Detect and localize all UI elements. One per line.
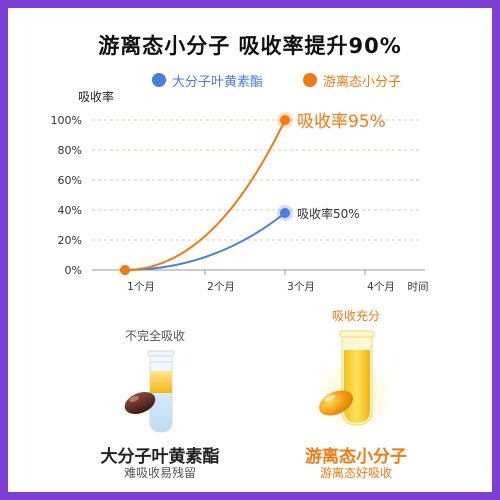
y-tick-label: 60% bbox=[58, 174, 82, 187]
x-tick-label: 3个月 bbox=[287, 281, 315, 293]
y-tick-label: 80% bbox=[58, 144, 82, 157]
left-test-tube-illustration bbox=[124, 350, 175, 433]
legend-label-blue: 大分子叶黄素酯 bbox=[172, 74, 264, 90]
y-tick-label: 40% bbox=[58, 204, 82, 217]
series-lines: 吸收率50% 吸收率95% bbox=[120, 112, 386, 275]
right-test-tube-illustration bbox=[317, 330, 393, 433]
right-title: 游离态小分子 bbox=[305, 447, 407, 467]
series-end-point-0 bbox=[280, 208, 290, 218]
left-title: 大分子叶黄素酯 bbox=[100, 447, 220, 467]
right-top-caption: 吸收充分 bbox=[331, 309, 380, 323]
left-top-caption: 不完全吸收 bbox=[124, 329, 185, 343]
page-title: 游离态小分子 吸收率提升90% bbox=[98, 34, 402, 58]
series-line-1 bbox=[124, 119, 286, 271]
left-subtitle: 难吸收易残留 bbox=[123, 466, 196, 480]
y-tick-label: 100% bbox=[51, 114, 82, 127]
x-tick-label: 1个月 bbox=[127, 281, 155, 293]
series-end-label-1: 吸收率95% bbox=[297, 112, 386, 132]
series-line-0 bbox=[124, 212, 286, 271]
series-start-point-1 bbox=[120, 265, 130, 275]
legend-item-blue: 大分子叶黄素酯 bbox=[152, 70, 263, 90]
y-axis-label: 吸收率 bbox=[78, 89, 114, 104]
legend-dot-orange bbox=[303, 73, 317, 87]
legend-item-orange: 游离态小分子 bbox=[303, 70, 401, 90]
series-end-label-0: 吸收率50% bbox=[297, 206, 360, 221]
series-end-point-1 bbox=[280, 115, 290, 125]
grid-lines bbox=[92, 119, 420, 241]
x-tick-label: 4个月 bbox=[367, 281, 395, 293]
x-axis-label: 时间 bbox=[408, 280, 429, 293]
axes: 0% 20% 40% 60% 80% 100% 吸收率 1个月 2个月 3个月 4个月 时间 bbox=[51, 89, 429, 293]
y-tick-label: 0% bbox=[65, 264, 82, 277]
right-subtitle: 游离态好吸收 bbox=[319, 466, 392, 480]
x-tick-label: 2个月 bbox=[207, 281, 235, 293]
y-tick-label: 20% bbox=[58, 234, 82, 247]
legend-dot-blue bbox=[152, 73, 166, 87]
legend-label-orange: 游离态小分子 bbox=[323, 74, 402, 90]
